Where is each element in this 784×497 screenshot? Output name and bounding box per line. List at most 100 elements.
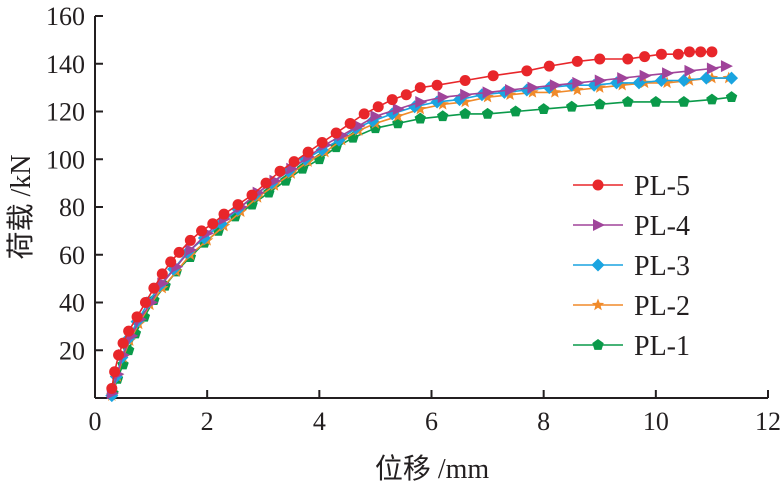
x-tick-label: 10 <box>643 407 669 436</box>
data-point <box>414 82 426 94</box>
data-point <box>639 69 652 82</box>
data-point <box>185 243 198 256</box>
data-point <box>572 76 585 89</box>
data-point <box>684 64 697 77</box>
data-point <box>616 78 629 91</box>
data-point <box>571 55 583 67</box>
data-point <box>437 91 450 104</box>
data-point <box>725 91 738 103</box>
data-point <box>481 90 494 103</box>
data-point <box>392 103 405 116</box>
data-point <box>372 101 384 113</box>
data-point <box>113 349 125 361</box>
x-tick-label: 0 <box>89 407 102 436</box>
data-point <box>672 48 684 60</box>
data-point <box>482 86 495 99</box>
x-tick-label: 8 <box>537 407 550 436</box>
data-point <box>617 72 630 85</box>
data-point <box>106 382 118 394</box>
data-point <box>662 67 675 80</box>
data-point <box>165 256 177 268</box>
data-point <box>156 268 168 280</box>
data-point <box>459 74 471 86</box>
series-group <box>105 46 739 403</box>
data-point <box>414 112 426 124</box>
legend-item-pl-2: PL-2 <box>573 291 690 322</box>
data-point <box>548 85 562 98</box>
data-point <box>509 105 522 117</box>
data-point <box>591 298 605 311</box>
data-point <box>593 219 605 231</box>
data-point <box>207 218 219 230</box>
data-point <box>591 258 605 272</box>
data-point <box>481 107 494 119</box>
data-point <box>622 95 634 107</box>
data-point <box>458 95 472 108</box>
data-point <box>415 95 428 108</box>
data-point <box>148 282 160 294</box>
x-tick-label: 6 <box>425 407 438 436</box>
data-point <box>526 85 539 98</box>
data-point <box>725 71 739 85</box>
data-point <box>594 98 606 110</box>
y-tick-label: 60 <box>59 241 85 270</box>
data-point <box>260 177 272 189</box>
data-point <box>683 46 695 58</box>
data-point <box>487 70 499 82</box>
data-point <box>459 107 471 119</box>
data-point <box>437 110 449 122</box>
data-point <box>232 199 244 211</box>
data-point <box>173 246 185 258</box>
data-point <box>157 277 170 290</box>
data-point <box>218 208 230 220</box>
data-point <box>537 103 550 114</box>
data-point <box>594 53 606 65</box>
data-point <box>184 234 196 246</box>
data-point <box>288 156 300 168</box>
data-point <box>592 179 604 191</box>
data-point <box>639 51 651 63</box>
x-tick-label: 4 <box>313 407 326 436</box>
data-point <box>344 117 356 129</box>
data-point <box>592 339 604 350</box>
x-tick-label: 2 <box>201 407 214 436</box>
data-point <box>414 102 427 115</box>
data-point <box>678 95 690 107</box>
data-point <box>117 337 129 349</box>
data-point <box>370 110 383 123</box>
data-point <box>330 127 342 139</box>
y-tick-label: 40 <box>59 289 85 318</box>
data-point <box>460 88 473 101</box>
data-point <box>386 94 398 106</box>
y-tick-label: 120 <box>46 98 85 127</box>
y-axis-label: 荷载 /kN <box>5 154 37 259</box>
data-point <box>316 137 328 149</box>
data-point <box>706 93 718 105</box>
data-point <box>699 71 713 85</box>
data-point <box>302 146 314 158</box>
legend-item-pl-3: PL-3 <box>573 251 690 282</box>
axes: 0 2 4 6 8 10 12 20 40 60 80 100 120 140 160 <box>46 2 781 436</box>
data-point <box>695 46 707 58</box>
legend-label: PL-4 <box>634 211 690 242</box>
data-point <box>131 311 143 323</box>
legend-label: PL-5 <box>634 171 690 202</box>
y-tick-label: 20 <box>59 336 85 365</box>
legend-item-pl-1: PL-1 <box>573 331 690 362</box>
y-tick-label: 80 <box>59 193 85 222</box>
legend-item-pl-4: PL-4 <box>573 211 690 242</box>
x-tick-label: 12 <box>755 407 781 436</box>
data-point <box>123 325 135 337</box>
legend-label: PL-1 <box>634 331 690 362</box>
data-point <box>109 366 121 378</box>
series-pl-5 <box>106 46 718 394</box>
y-tick-label: 140 <box>46 50 85 79</box>
legend: PL-5 PL-4 PL-3 PL-2 PL-1 <box>573 171 690 362</box>
x-axis-label: 位移 /mm <box>375 453 490 485</box>
data-point <box>521 65 533 77</box>
y-tick-label: 100 <box>46 145 85 174</box>
legend-label: PL-2 <box>634 291 690 322</box>
data-point <box>274 165 286 177</box>
data-point <box>353 119 366 132</box>
data-point <box>358 108 370 120</box>
